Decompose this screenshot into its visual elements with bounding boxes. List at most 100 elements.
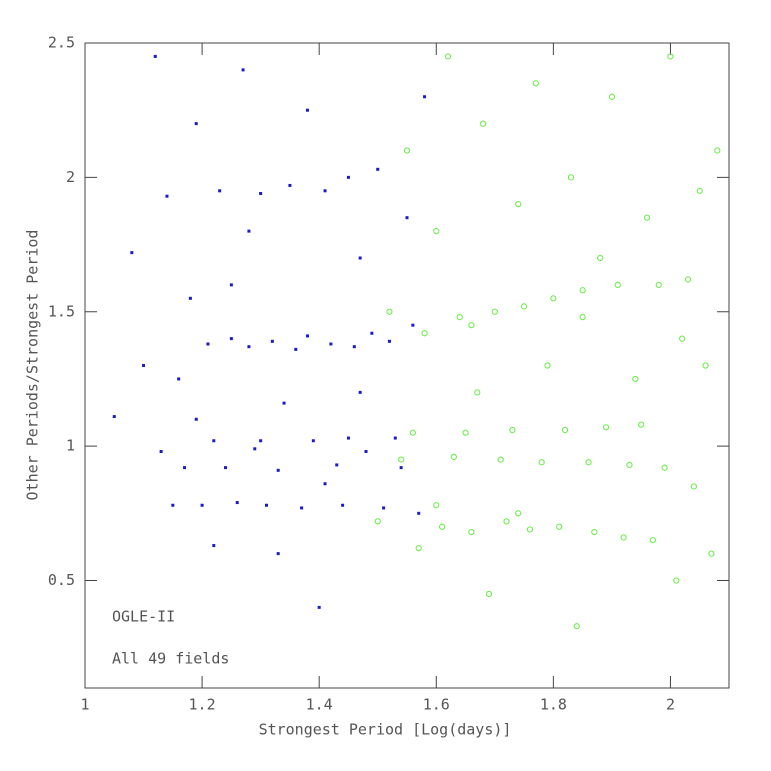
point <box>561 426 569 434</box>
point <box>376 167 380 171</box>
point <box>526 526 534 533</box>
point <box>655 281 662 288</box>
point <box>253 447 257 451</box>
point <box>626 461 633 469</box>
point <box>661 464 668 471</box>
point <box>247 345 251 349</box>
point <box>415 545 422 552</box>
point <box>264 503 268 507</box>
point <box>638 421 645 428</box>
plot-frame <box>84 42 730 689</box>
point <box>165 194 169 198</box>
point <box>194 122 198 126</box>
point <box>614 281 621 288</box>
point <box>708 550 715 557</box>
point <box>468 529 475 536</box>
point <box>393 436 397 440</box>
point <box>696 187 703 194</box>
point <box>382 506 386 510</box>
point <box>323 189 327 193</box>
point <box>358 256 362 260</box>
point <box>462 429 469 436</box>
point <box>335 463 339 467</box>
point <box>411 323 415 327</box>
point <box>300 506 304 510</box>
point <box>567 174 575 181</box>
point <box>433 502 440 509</box>
point <box>480 120 487 127</box>
point <box>673 577 680 584</box>
point <box>632 375 639 383</box>
point <box>305 334 309 338</box>
point <box>247 229 251 233</box>
point <box>387 339 391 343</box>
y-tick-label: 1.5 <box>48 302 75 320</box>
point <box>200 503 204 507</box>
point <box>364 450 368 453</box>
point <box>573 623 580 630</box>
point <box>346 436 350 440</box>
y-axis-label: Other Periods/Strongest Period <box>24 230 42 501</box>
point <box>130 251 134 255</box>
y-tick-label: 1 <box>66 437 75 455</box>
point <box>591 529 598 536</box>
point <box>229 283 233 287</box>
point <box>515 510 522 517</box>
point <box>497 456 504 463</box>
point <box>585 459 592 466</box>
point <box>550 295 557 302</box>
point <box>602 424 610 431</box>
point <box>417 511 421 515</box>
point <box>329 342 333 346</box>
point <box>305 108 309 112</box>
point <box>352 345 356 349</box>
y-tick-label: 2 <box>66 168 75 186</box>
point <box>649 537 656 544</box>
point <box>259 439 263 443</box>
point <box>405 216 409 220</box>
point <box>439 523 446 530</box>
point <box>679 335 686 342</box>
point <box>597 254 604 262</box>
point <box>294 347 298 351</box>
point <box>579 287 586 294</box>
point <box>450 453 457 460</box>
x-tick-label: 1.8 <box>540 696 567 714</box>
x-axis-label: Strongest Period [Log(days)] <box>259 721 512 739</box>
point <box>235 501 239 505</box>
point <box>409 429 416 436</box>
point <box>311 439 315 443</box>
point <box>282 401 286 405</box>
point <box>374 518 381 525</box>
x-tick-label: 2 <box>666 696 675 714</box>
point <box>276 468 280 472</box>
point <box>229 337 233 341</box>
point <box>206 342 210 346</box>
point <box>398 456 405 463</box>
point <box>259 192 263 195</box>
point <box>456 314 463 321</box>
point <box>690 483 697 490</box>
point <box>177 377 181 381</box>
point <box>423 95 427 99</box>
annotation: OGLE-II <box>112 608 175 626</box>
point <box>444 53 452 60</box>
point <box>142 364 146 367</box>
point <box>485 590 493 598</box>
point <box>288 183 292 187</box>
point <box>544 362 551 369</box>
point <box>714 147 721 154</box>
point <box>112 415 116 419</box>
x-tick-label: 1.4 <box>306 696 333 714</box>
point <box>538 459 545 466</box>
point <box>620 534 627 541</box>
point <box>224 466 228 470</box>
point <box>491 308 498 315</box>
annotation: All 49 fields <box>112 650 229 668</box>
point <box>188 296 192 300</box>
point <box>317 605 321 609</box>
point <box>399 466 403 470</box>
point <box>643 214 651 221</box>
point <box>515 201 522 208</box>
